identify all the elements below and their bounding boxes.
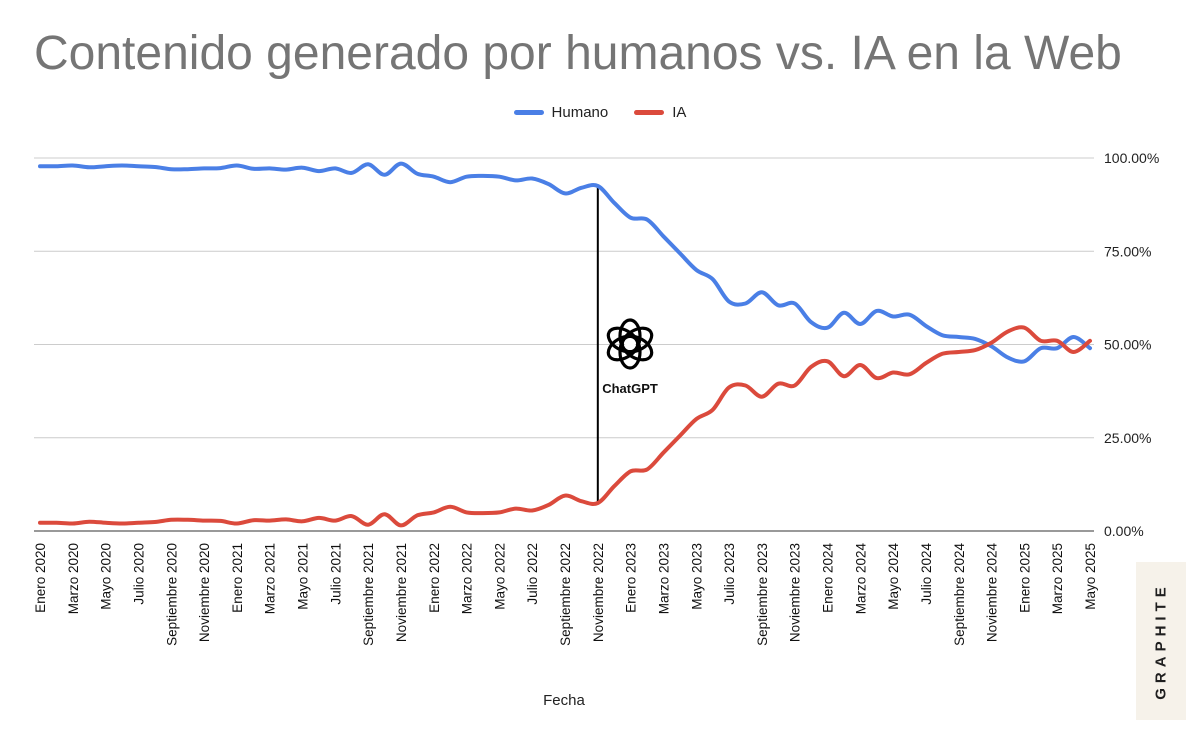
x-tick-label: Noviembre 2023: [788, 543, 803, 642]
x-tick-label: Marzo 2024: [853, 543, 868, 615]
series-line-ia: [38, 325, 1092, 528]
legend-swatch-ia: [634, 110, 665, 115]
x-tick-label: Marzo 2021: [263, 543, 278, 614]
x-axis-title: Fecha: [543, 692, 585, 709]
chart-title: Contenido generado por humanos vs. IA en…: [34, 27, 1122, 80]
y-tick-label: 100.00%: [1104, 150, 1159, 166]
x-tick-label: Septiembre 2024: [952, 543, 967, 646]
x-tick-label: Marzo 2023: [656, 543, 671, 614]
x-tick-label: Julio 2022: [525, 543, 540, 605]
series-line-humano: [38, 161, 1092, 364]
y-tick-label: 0.00%: [1104, 523, 1144, 539]
x-tick-label: Noviembre 2020: [197, 543, 212, 642]
x-tick-label: Septiembre 2022: [558, 543, 573, 646]
x-tick-label: Noviembre 2024: [985, 543, 1000, 643]
legend-item-ia: IA: [634, 104, 686, 121]
x-tick-label: Noviembre 2022: [591, 543, 606, 642]
openai-logo-icon: [606, 318, 654, 370]
legend-item-humano: Humano: [513, 104, 609, 121]
chatgpt-annotation-label: ChatGPT: [602, 381, 658, 396]
legend-swatch-humano: [513, 110, 544, 115]
legend: Humano IA: [0, 104, 1200, 121]
y-tick-label: 25.00%: [1104, 430, 1151, 446]
x-tick-label: Mayo 2025: [1083, 543, 1098, 610]
x-tick-label: Enero 2021: [230, 543, 245, 613]
x-tick-label: Septiembre 2021: [361, 543, 376, 646]
legend-label-humano: Humano: [551, 104, 609, 121]
y-tick-label: 50.00%: [1104, 337, 1151, 353]
x-tick-label: Marzo 2025: [1050, 543, 1065, 614]
x-tick-label: Noviembre 2021: [394, 543, 409, 642]
x-tick-label: Mayo 2020: [99, 543, 114, 610]
x-tick-label: Septiembre 2023: [755, 543, 770, 646]
legend-label-ia: IA: [672, 104, 687, 121]
x-tick-label: Mayo 2022: [492, 543, 507, 610]
x-tick-label: Julio 2023: [722, 543, 737, 605]
x-tick-label: Marzo 2022: [460, 543, 475, 614]
x-tick-label: Enero 2025: [1017, 543, 1032, 613]
x-tick-label: Enero 2024: [821, 543, 836, 613]
x-tick-label: Julio 2021: [328, 543, 343, 605]
x-tick-label: Julio 2020: [131, 543, 146, 605]
graphite-badge: GRAPHITE: [1136, 562, 1186, 720]
x-tick-label: Marzo 2020: [66, 543, 81, 614]
x-tick-label: Mayo 2024: [886, 543, 901, 610]
x-tick-label: Mayo 2023: [689, 543, 704, 610]
x-tick-label: Enero 2022: [427, 543, 442, 613]
y-tick-label: 75.00%: [1104, 243, 1151, 259]
x-tick-label: Julio 2024: [919, 543, 934, 605]
x-tick-label: Enero 2023: [624, 543, 639, 613]
graphite-logo-text: GRAPHITE: [1152, 582, 1170, 700]
x-tick-label: Enero 2020: [33, 543, 48, 613]
x-tick-label: Mayo 2021: [296, 543, 311, 610]
x-tick-label: Septiembre 2020: [164, 543, 179, 646]
